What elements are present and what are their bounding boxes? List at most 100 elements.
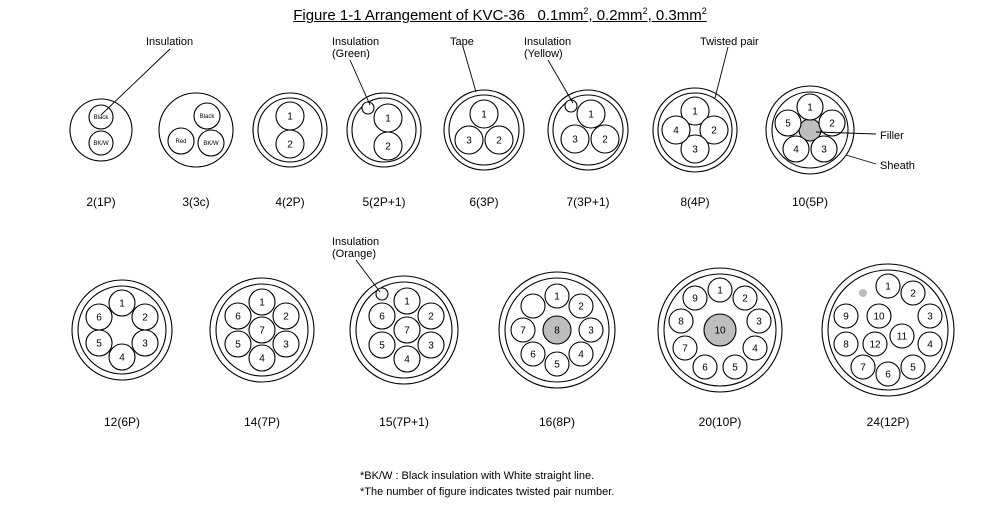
core-label: 6 [235,312,241,323]
core-label: 1 [885,282,891,293]
core-label: 3 [428,341,434,352]
core-label: 1 [717,286,723,297]
core-label: 3 [692,145,698,156]
core-label: 3 [927,312,933,323]
core-label: 10 [714,326,726,337]
core-label: 5 [910,363,916,374]
core-label: 9 [692,294,698,305]
core-label: 2 [602,135,608,146]
core-label: 5 [554,360,560,371]
diagram-caption: 24(12P) [828,415,948,429]
core-label: 3 [142,339,148,350]
core-label: 1 [287,112,293,123]
diagram-caption: 14(7P) [202,415,322,429]
diagram-caption: 16(8P) [497,415,617,429]
core-label: BK/W [203,141,219,147]
annotation-label: Insulation(Orange) [332,236,379,260]
core-label: 6 [885,370,891,381]
core-label: 5 [785,119,791,130]
core-label: 1 [807,103,813,114]
core-label: 1 [588,110,594,121]
diagram-caption: 8(4P) [635,195,755,209]
core-label: 3 [466,136,472,147]
core-label: 8 [678,317,684,328]
core-label: 6 [702,363,708,374]
core-label: Black [94,115,110,121]
core-label: 3 [756,317,762,328]
sheath-outer [159,93,233,167]
core-label: 7 [404,326,410,337]
core-label: 7 [520,326,526,337]
annotation-label: Sheath [880,160,915,172]
leader-line [463,47,476,92]
core-label: 2 [287,140,293,151]
core-label: 2 [829,119,835,130]
core-label: 2 [910,289,916,300]
core-label: 6 [379,312,385,323]
leader-line [715,47,728,98]
annotation-label: Insulation(Yellow) [524,36,571,60]
diagram-caption: 15(7P+1) [344,415,464,429]
core-label: 3 [588,326,594,337]
core-label: 2 [385,142,391,153]
leader-line [548,60,573,103]
core-label: 1 [119,299,125,310]
core-label: 8 [554,326,560,337]
core-label: 4 [578,350,584,361]
core-label: 8 [843,340,849,351]
annotation-label: Filler [880,130,904,142]
footnote-line: *BK/W : Black insulation with White stra… [360,470,594,482]
core-label: 5 [732,363,738,374]
core-label: 2 [742,294,748,305]
leader-line [356,260,380,292]
core-label: 1 [692,107,698,118]
diagram-caption: 10(5P) [750,195,870,209]
leader-line [101,49,170,115]
core-label: 1 [481,110,487,121]
core-label: 1 [259,298,265,309]
diagram-canvas: BlackBK/WBlackRedBK/W1212123123123412345… [0,0,1000,510]
core-label: 2 [496,136,502,147]
core-label: 9 [843,312,849,323]
core-label: 12 [869,340,881,351]
core-label: 7 [860,363,866,374]
core-label: 7 [259,326,265,337]
core-label: 1 [554,292,560,303]
core-label: 1 [404,297,410,308]
core-label: 2 [578,302,584,313]
extra-core [565,100,577,112]
core-label: 2 [428,312,434,323]
leader-line [350,60,370,105]
annotation-label: Tape [450,36,474,48]
core-label: 6 [530,350,536,361]
core-label: 5 [235,340,241,351]
core-label: 5 [379,341,385,352]
core-label: 10 [873,312,885,323]
core-label: 3 [572,135,578,146]
core-label: 6 [96,313,102,324]
core-label: 7 [682,344,688,355]
annotation-label: Insulation(Green) [332,36,379,60]
diagram-caption: 7(3P+1) [528,195,648,209]
diagram-caption: 20(10P) [660,415,780,429]
core-label: 4 [673,126,679,137]
core-label: 3 [821,145,827,156]
diagram-caption: 12(6P) [62,415,182,429]
core-label: 5 [96,339,102,350]
core-label: 4 [752,344,758,355]
core-label: BK/W [93,141,109,147]
extra-core [362,102,374,114]
core-label: 3 [283,340,289,351]
core-label: 1 [385,114,391,125]
annotation-label: Insulation [146,36,193,48]
leader-line [846,155,876,164]
core-label: 4 [119,353,125,364]
core-label: Red [175,139,186,145]
footnote-line: *The number of figure indicates twisted … [360,486,614,498]
core-label: 4 [259,354,265,365]
core-label: 2 [142,313,148,324]
core-label: 11 [897,332,908,343]
core-label: Black [200,114,216,120]
core-label: 4 [793,145,799,156]
core-label: 4 [927,340,933,351]
